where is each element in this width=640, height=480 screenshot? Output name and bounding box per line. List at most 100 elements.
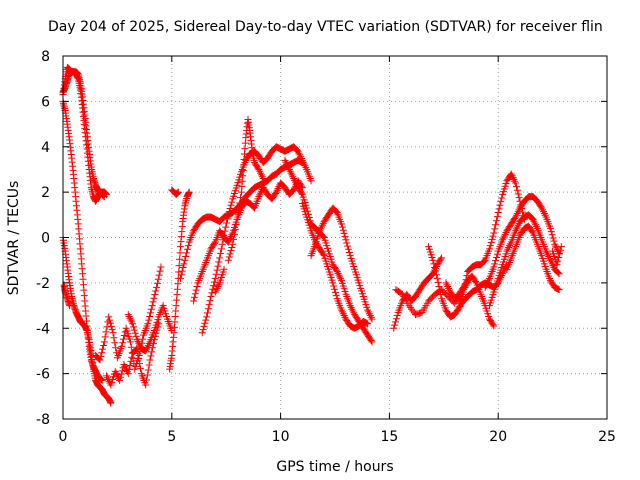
grid-lines <box>63 56 607 419</box>
data-point <box>332 292 340 300</box>
data-point <box>125 366 133 374</box>
data-point <box>257 169 265 177</box>
data-point <box>133 336 141 344</box>
data-point <box>193 283 201 291</box>
data-point <box>340 229 348 237</box>
data-point <box>119 339 127 347</box>
data-point <box>409 307 417 315</box>
data-point <box>550 237 558 245</box>
data-point <box>272 188 280 196</box>
data-point <box>126 314 134 322</box>
data-point <box>297 189 305 197</box>
data-point <box>500 232 508 240</box>
data-point <box>514 190 522 198</box>
data-point <box>391 321 399 329</box>
data-point <box>300 160 308 168</box>
data-point <box>540 209 548 217</box>
data-point <box>145 316 153 324</box>
data-point <box>236 199 244 207</box>
data-point <box>344 242 352 250</box>
data-point <box>224 238 232 246</box>
data-point <box>234 210 242 218</box>
data-point <box>116 376 124 384</box>
data-point <box>199 326 207 334</box>
data-point <box>461 280 469 288</box>
data-point <box>445 286 453 294</box>
data-point <box>97 352 105 360</box>
data-point <box>338 220 346 228</box>
data-point <box>190 293 198 301</box>
data-point <box>437 291 445 299</box>
data-point <box>532 221 540 229</box>
data-point <box>341 313 349 321</box>
data-point <box>555 270 563 278</box>
data-point <box>218 240 226 248</box>
data-point <box>508 172 516 180</box>
data-point <box>490 229 498 237</box>
data-point <box>217 249 225 257</box>
data-point <box>136 341 144 349</box>
data-point <box>185 188 193 196</box>
data-point <box>147 305 155 313</box>
data-point <box>539 208 547 216</box>
data-point <box>148 348 156 356</box>
data-point <box>460 284 468 292</box>
data-point <box>459 288 467 296</box>
data-point <box>556 250 564 258</box>
data-point <box>142 347 150 355</box>
data-point <box>142 381 150 389</box>
data-point <box>405 302 413 310</box>
data-point <box>135 339 143 347</box>
data-point <box>106 379 114 387</box>
data-point <box>284 162 292 170</box>
data-point <box>344 245 352 253</box>
data-point <box>211 288 219 296</box>
data-point <box>143 376 151 384</box>
data-point <box>493 213 501 221</box>
data-point <box>152 287 160 295</box>
data-point <box>176 249 184 257</box>
data-point <box>230 230 238 238</box>
data-point <box>130 326 138 334</box>
data-point <box>364 320 372 328</box>
data-point <box>120 332 128 340</box>
data-point <box>288 188 296 196</box>
data-point <box>220 265 228 273</box>
data-point <box>337 275 345 283</box>
data-point <box>551 240 559 248</box>
data-point <box>343 239 351 247</box>
data-point <box>485 245 493 253</box>
data-point <box>135 355 143 363</box>
data-point <box>443 281 451 289</box>
data-point <box>318 221 326 229</box>
data-point <box>294 147 302 155</box>
x-tick-labels: 0 5 10 15 20 25 <box>59 429 616 445</box>
data-point <box>531 219 539 227</box>
data-point <box>99 341 107 349</box>
data-point <box>341 233 349 241</box>
data-point <box>116 373 124 381</box>
data-point <box>495 205 503 213</box>
data-point <box>283 160 291 168</box>
data-point <box>497 198 505 206</box>
data-point <box>297 153 305 161</box>
data-point <box>554 269 562 277</box>
data-point <box>121 362 129 370</box>
x-tick-label: 20 <box>489 429 507 445</box>
data-point <box>433 274 441 282</box>
data-point <box>367 313 375 321</box>
data-point <box>224 215 232 223</box>
data-point <box>220 231 228 239</box>
data-point <box>207 292 215 300</box>
data-point <box>502 229 510 237</box>
data-point <box>541 211 549 219</box>
data-point <box>107 322 115 330</box>
data-point <box>289 173 297 181</box>
y-tick-label: 2 <box>41 185 50 201</box>
data-point <box>126 361 134 369</box>
data-point <box>483 280 491 288</box>
data-point <box>348 305 356 313</box>
data-point <box>213 266 221 274</box>
data-point <box>331 285 339 293</box>
data-point <box>96 356 104 364</box>
